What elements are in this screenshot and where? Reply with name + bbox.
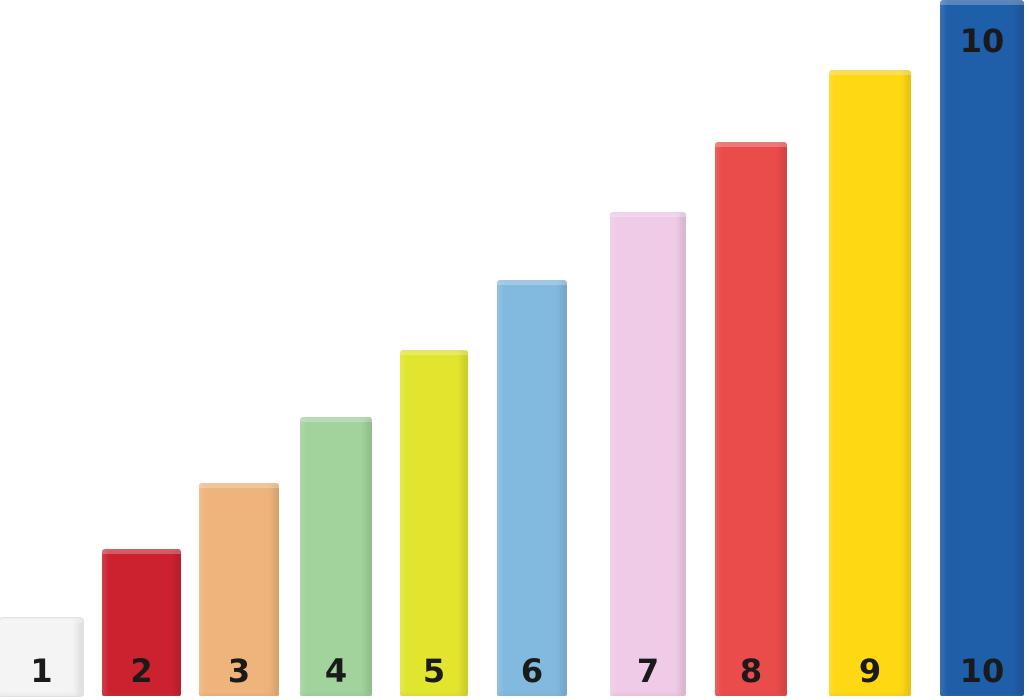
rod-number: 2 xyxy=(130,652,153,690)
rod-7: 7 xyxy=(610,212,686,696)
rod-2: 2 xyxy=(102,549,181,696)
rod-4: 4 xyxy=(300,417,372,696)
rod-number-top: 10 xyxy=(959,22,1005,60)
rod-1: 1 xyxy=(0,618,83,696)
rod-number: 4 xyxy=(324,652,348,690)
rod-number: 8 xyxy=(739,652,763,690)
rod-number: 1 xyxy=(30,652,53,690)
rod-8: 8 xyxy=(715,142,787,696)
rod-number: 5 xyxy=(422,652,446,690)
rod-6: 6 xyxy=(497,280,567,696)
rod-number: 6 xyxy=(520,652,544,690)
rod-3: 3 xyxy=(199,483,279,696)
rod-number: 7 xyxy=(636,652,660,690)
rod-9: 9 xyxy=(829,70,911,696)
rod-number: 10 xyxy=(959,652,1005,690)
rod-number: 3 xyxy=(227,652,251,690)
rod-5: 5 xyxy=(400,350,468,696)
rod-number: 9 xyxy=(858,652,882,690)
rod-10: 10 10 xyxy=(940,0,1024,696)
